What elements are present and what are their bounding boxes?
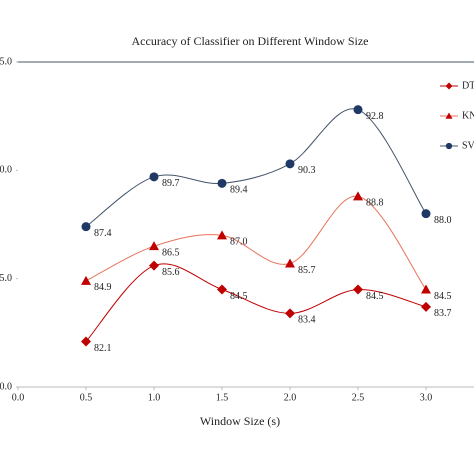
x-tick-label: 1.0 bbox=[148, 392, 161, 403]
legend-marker bbox=[445, 112, 453, 119]
marker bbox=[81, 275, 91, 285]
x-tick-label: 0.0 bbox=[12, 392, 25, 403]
data-label: 85.6 bbox=[162, 267, 180, 278]
chart-title: Accuracy of Classifier on Different Wind… bbox=[132, 34, 369, 48]
x-tick-label: 0.5 bbox=[80, 392, 93, 403]
x-axis-title: Window Size (s) bbox=[200, 414, 280, 428]
series-line bbox=[85, 195, 427, 290]
legend-marker bbox=[445, 82, 453, 90]
legend-marker bbox=[445, 142, 453, 150]
data-label: 89.4 bbox=[230, 185, 248, 196]
x-tick-label: 3.0 bbox=[420, 392, 433, 403]
y-tick-label: 90.0 bbox=[0, 165, 12, 176]
marker bbox=[149, 172, 159, 182]
marker bbox=[149, 260, 159, 271]
marker bbox=[217, 178, 227, 188]
marker bbox=[421, 301, 431, 312]
series-line bbox=[85, 263, 427, 342]
data-label: 85.7 bbox=[298, 265, 316, 276]
data-label: 92.8 bbox=[366, 111, 384, 122]
marker bbox=[285, 159, 295, 169]
y-tick-label: 85.0 bbox=[0, 273, 12, 284]
marker bbox=[353, 284, 363, 295]
data-label: 89.7 bbox=[162, 178, 180, 189]
legend-label: SVM bbox=[462, 140, 474, 151]
x-tick-label: 2.5 bbox=[352, 392, 365, 403]
marker bbox=[149, 241, 159, 251]
marker bbox=[285, 258, 295, 268]
legend-label: KNN bbox=[462, 110, 474, 121]
data-label: 86.5 bbox=[162, 247, 180, 258]
marker bbox=[353, 191, 363, 201]
x-tick-label: 2.0 bbox=[284, 392, 297, 403]
marker bbox=[421, 284, 431, 294]
data-label: 83.7 bbox=[434, 308, 452, 319]
data-label: 82.1 bbox=[94, 343, 112, 354]
marker bbox=[421, 209, 431, 219]
data-label: 84.5 bbox=[366, 291, 384, 302]
data-label: 83.4 bbox=[298, 315, 316, 326]
y-tick-label: 80.0 bbox=[0, 381, 12, 392]
data-label: 84.9 bbox=[94, 282, 112, 293]
marker bbox=[81, 336, 91, 347]
marker bbox=[217, 230, 227, 240]
data-label: 87.4 bbox=[94, 228, 112, 239]
marker bbox=[353, 105, 363, 115]
data-label: 88.8 bbox=[366, 198, 384, 209]
marker bbox=[217, 284, 227, 295]
legend-label: DT bbox=[462, 80, 474, 91]
data-label: 84.5 bbox=[434, 291, 452, 302]
data-label: 84.5 bbox=[230, 291, 248, 302]
data-label: 90.3 bbox=[298, 165, 316, 176]
series-line bbox=[85, 108, 427, 228]
data-label: 88.0 bbox=[434, 215, 452, 226]
y-tick-label: 95.0 bbox=[0, 56, 12, 67]
data-label: 87.0 bbox=[230, 237, 248, 248]
marker bbox=[81, 222, 91, 232]
marker bbox=[285, 308, 295, 319]
x-tick-label: 1.5 bbox=[216, 392, 229, 403]
